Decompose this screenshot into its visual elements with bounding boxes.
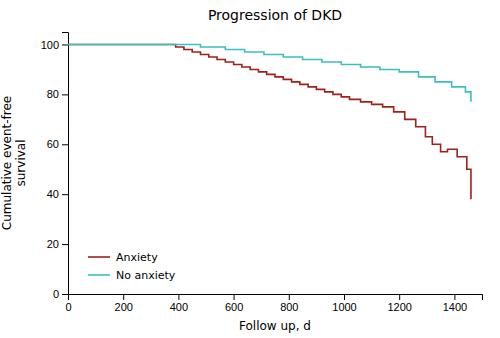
- tick-label: 60: [47, 138, 59, 150]
- legend-swatch: [88, 256, 110, 258]
- tick: 20: [47, 238, 68, 250]
- tick-label: 1200: [387, 301, 411, 313]
- tick: 60: [47, 138, 68, 150]
- tick-label: 100: [41, 38, 59, 50]
- tick-mark: [344, 294, 345, 300]
- legend: Anxiety No anxiety: [88, 251, 176, 282]
- tick: 100: [41, 38, 68, 50]
- tick-label: 0: [65, 301, 71, 313]
- tick-label: 200: [115, 301, 133, 313]
- tick-mark: [62, 94, 68, 95]
- series-group: [68, 44, 471, 199]
- title: Progression of DKD: [208, 7, 342, 23]
- tick-label: 40: [47, 188, 59, 200]
- y-axis-label-line: Cumulative event-free: [0, 96, 14, 230]
- y-axis-label: Cumulative event-freesurvival: [0, 96, 28, 230]
- x-axis-label: Follow up, d: [239, 319, 311, 333]
- chart: 0 200 400 600 800 1000 1200 1400 0 20 40 60 80 100 Anx…: [0, 0, 500, 338]
- tick-mark: [454, 294, 455, 300]
- tick: 1400: [443, 294, 467, 313]
- axis-line: [62, 33, 69, 295]
- x-axis: 0 200 400 600 800 1000 1200 1400: [65, 294, 482, 313]
- tick: 1200: [387, 294, 411, 313]
- tick-label: 20: [47, 238, 59, 250]
- tick: 600: [225, 294, 243, 313]
- tick-label: 1000: [332, 301, 356, 313]
- series-line: [68, 44, 471, 101]
- tick: 80: [47, 88, 68, 100]
- tick: 200: [115, 294, 133, 313]
- tick-label: 80: [47, 88, 59, 100]
- tick-label: 0: [53, 288, 59, 300]
- legend-swatch: [88, 274, 110, 276]
- axis-line: [69, 295, 483, 301]
- legend-item: No anxiety: [88, 269, 176, 282]
- tick-mark: [234, 294, 235, 300]
- legend-label: Anxiety: [116, 251, 158, 264]
- tick: 0: [53, 288, 68, 300]
- tick: 40: [47, 188, 68, 200]
- tick-mark: [62, 194, 68, 195]
- tick-mark: [62, 144, 68, 145]
- series-line: [68, 44, 471, 199]
- y-axis-label-line: survival: [14, 139, 28, 186]
- tick-label: 1400: [443, 301, 467, 313]
- tick: 1000: [332, 294, 356, 313]
- tick-mark: [399, 294, 400, 300]
- tick: 800: [280, 294, 298, 313]
- tick: 400: [170, 294, 188, 313]
- tick-mark: [62, 294, 68, 295]
- tick-mark: [289, 294, 290, 300]
- plot-area: 0 200 400 600 800 1000 1200 1400 0 20 40 60 80 100 Anx…: [41, 33, 483, 313]
- legend-item: Anxiety: [88, 251, 158, 264]
- tick-mark: [62, 44, 68, 45]
- y-axis: 0 20 40 60 80 100: [41, 33, 69, 301]
- legend-label: No anxiety: [116, 269, 176, 282]
- tick-label: 400: [170, 301, 188, 313]
- tick-mark: [123, 294, 124, 300]
- tick-mark: [178, 294, 179, 300]
- tick-label: 600: [225, 301, 243, 313]
- tick: 0: [65, 294, 71, 313]
- tick-label: 800: [280, 301, 298, 313]
- tick-mark: [62, 244, 68, 245]
